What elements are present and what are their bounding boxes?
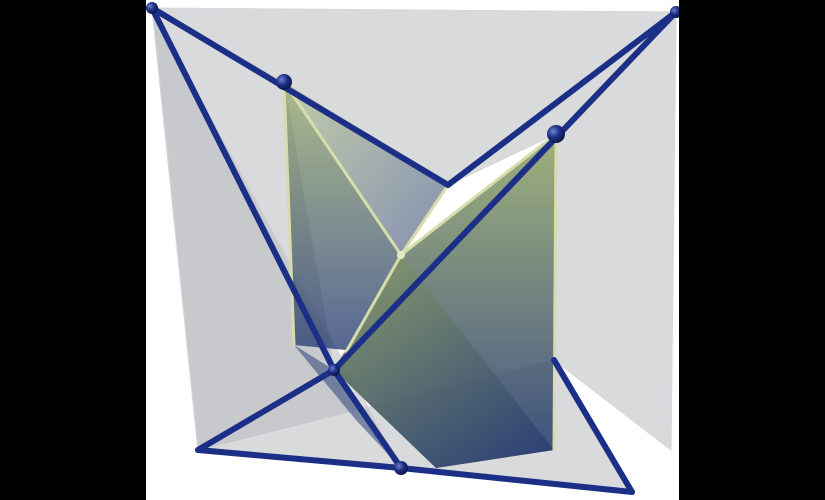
frame-edge [195,367,337,453]
inner-surface-back [284,82,448,255]
inner-edge [399,183,450,257]
frame-edge [195,447,404,471]
frame-edges [149,5,679,495]
polyhedron-diagram [146,2,679,495]
sphere-vertex-icon [547,125,565,143]
frame-edge [149,5,337,373]
sphere-vertex-icon [670,6,679,18]
sphere-vertex-icon [394,461,408,475]
sphere-vertex-icon [146,2,158,14]
vertices [146,2,679,475]
sphere-vertex-icon [276,74,292,90]
frame-edge [445,9,679,188]
frame-edge [398,465,635,495]
frame-edge [331,9,679,373]
inner-surface-left [284,82,401,350]
inner-edge [282,80,296,347]
inner-edge [344,253,403,354]
frame-edge [551,357,635,495]
inner-edge [282,80,403,257]
frame-edge [149,5,451,188]
diagram-canvas [146,0,679,500]
inner-vertex [397,251,405,259]
inner-edge [552,132,558,452]
inner-edge [399,132,558,257]
sphere-vertex-icon [328,364,340,376]
inner-edges [282,80,558,452]
frame-edge [331,367,404,471]
